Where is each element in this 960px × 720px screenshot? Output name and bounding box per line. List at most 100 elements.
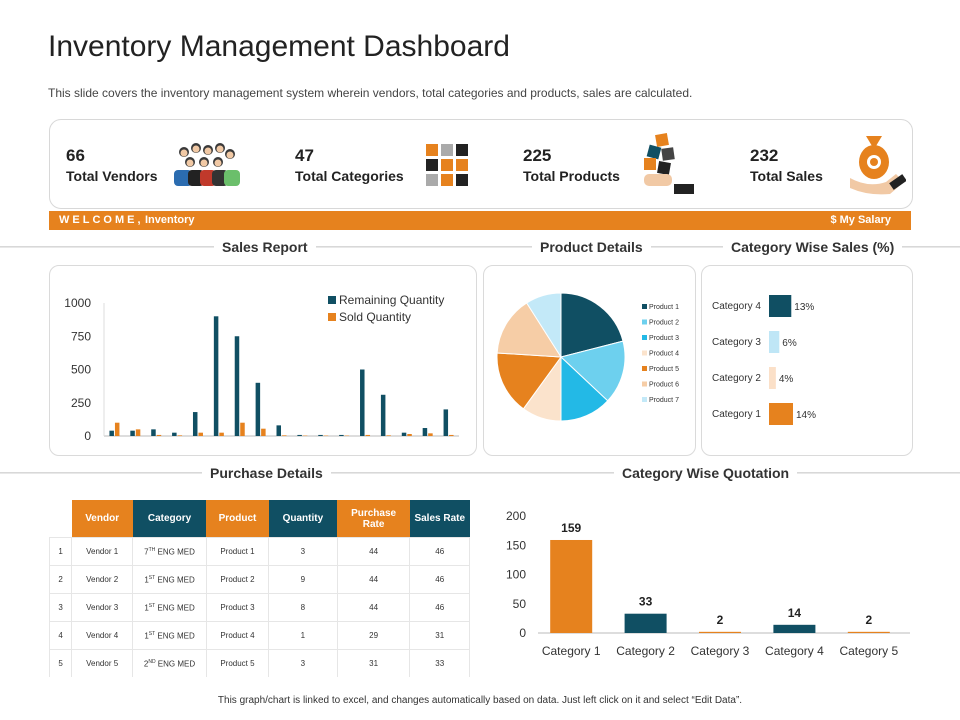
legend-swatch <box>328 313 336 321</box>
cell-purchase-rate: 29 <box>337 621 411 650</box>
cell-purchase-rate: 31 <box>337 649 411 677</box>
legend-label: Product 6 <box>649 382 679 389</box>
quotation-bar <box>847 631 890 633</box>
value-label: 4% <box>779 374 794 385</box>
remaining-quantity-bar <box>255 382 261 436</box>
cell-vendor: Vendor 5 <box>71 649 134 677</box>
cell-purchase-rate: 44 <box>337 537 411 566</box>
sold-quantity-bar <box>114 422 120 436</box>
category-bar <box>769 403 793 425</box>
cell-sales-rate: 46 <box>409 565 470 594</box>
quotation-bar <box>550 539 593 633</box>
kpi-label: Total Categories <box>295 168 404 184</box>
product-details-pie-chart[interactable]: Product 1 Product 2 Product 3 Product 4 Prod… <box>483 265 695 455</box>
category-suffix: TH <box>148 546 156 553</box>
legend-swatch <box>642 335 647 340</box>
pie-slice <box>496 352 562 410</box>
quotation-bar <box>773 624 816 633</box>
kpi-value: 225 <box>523 146 552 165</box>
legend-label: Product 3 <box>649 335 679 342</box>
pie-slice <box>559 340 626 402</box>
cell-vendor: Vendor 2 <box>71 565 134 594</box>
remaining-quantity-bar <box>297 434 302 436</box>
purchase-details-table: Vendor Category Product Quantity Purchas… <box>48 500 470 677</box>
category-label: Category 4 <box>712 301 761 312</box>
data-label: 2 <box>865 613 872 627</box>
category-suffix: ST <box>148 630 156 637</box>
y-tick-label: 1000 <box>64 296 91 310</box>
legend-label: Product 7 <box>649 397 679 404</box>
category-wise-sales-panel <box>701 265 913 456</box>
y-tick-label: 100 <box>506 568 526 582</box>
header-sales-rate: Sales Rate <box>409 500 470 538</box>
remaining-quantity-bar <box>422 428 428 436</box>
kpi-total-vendors: 66 Total Vendors <box>66 146 158 184</box>
category-label: Category 3 <box>712 337 761 348</box>
kpi-total-sales: 232 Total Sales <box>750 146 823 184</box>
remaining-quantity-bar <box>318 434 323 436</box>
category-wise-sales-chart[interactable]: Category 4 13% Category 3 6% Category 2 4% Cat… <box>701 265 912 455</box>
cell-category: 1ST ENG MED <box>132 593 207 622</box>
category-label: Category 1 <box>712 409 761 420</box>
cell-vendor: Vendor 4 <box>71 621 134 650</box>
cell-vendor: Vendor 3 <box>71 593 134 622</box>
legend-swatch <box>642 397 647 402</box>
sales-report-chart[interactable]: 0 250 500 750 1000 Remaining Quantity Sold Qua… <box>49 265 477 455</box>
category-number: 1 <box>144 575 149 585</box>
cell-product: Product 3 <box>206 593 270 622</box>
welcome-bar: WELCOME, Inventory $ My Salary <box>49 211 911 230</box>
cell-quantity: 1 <box>268 621 338 650</box>
cell-product: Product 4 <box>206 621 270 650</box>
salary-link[interactable]: $ My Salary <box>830 214 891 226</box>
category-label: Category 1 <box>542 644 601 658</box>
cell-quantity: 8 <box>268 593 338 622</box>
y-tick-label: 200 <box>506 509 526 523</box>
cell-quantity: 3 <box>268 649 338 677</box>
data-label: 14 <box>788 606 802 620</box>
header-purchase-rate: Purchase Rate <box>337 500 410 538</box>
welcome-greeting: WELCOME, <box>59 214 144 226</box>
cell-product: Product 2 <box>206 565 270 594</box>
category-wise-quotation-chart[interactable]: 0 50 100 150 200 159 Category 1 33 Category 2 2 Ca… <box>492 500 914 670</box>
category-number: 7 <box>144 547 149 557</box>
category-label: Category 5 <box>839 644 898 658</box>
cell-quantity: 3 <box>268 537 338 566</box>
product-details-title: Product Details <box>532 239 651 255</box>
category-wise-sales-title: Category Wise Sales (%) <box>723 239 903 255</box>
header-category: Category <box>132 500 207 538</box>
kpi-card: 66 Total Vendors 47 Total Categories 225… <box>49 119 913 209</box>
sold-quantity-bar <box>219 432 224 436</box>
category-label: Category 2 <box>712 373 761 384</box>
category-medium: ENG MED <box>155 547 195 557</box>
cell-sales-rate: 33 <box>409 649 470 677</box>
cell-product: Product 5 <box>206 649 270 677</box>
category-suffix: ND <box>148 658 156 665</box>
header-quantity: Quantity <box>268 500 338 538</box>
table-row: 5 Vendor 5 2ND ENG MED Product 5 3 31 33 <box>48 649 470 677</box>
cell-category: 1ST ENG MED <box>132 565 207 594</box>
legend-swatch <box>642 381 647 387</box>
category-wise-quotation-title: Category Wise Quotation <box>614 465 798 481</box>
legend-swatch <box>328 296 336 304</box>
y-tick-label: 150 <box>506 538 526 552</box>
remaining-quantity-bar <box>213 316 219 436</box>
cell-sales-rate: 46 <box>409 593 470 622</box>
category-medium: ENG MED <box>155 631 195 641</box>
category-bar <box>769 295 792 317</box>
legend-label: Product 5 <box>649 366 679 373</box>
cell-quantity: 9 <box>268 565 338 594</box>
cell-index: 5 <box>48 649 73 677</box>
sales-report-panel <box>49 265 477 456</box>
category-label: Category 4 <box>765 644 824 658</box>
sales-report-title: Sales Report <box>214 239 316 255</box>
remaining-quantity-bar <box>130 430 135 436</box>
category-suffix: ST <box>148 574 156 581</box>
header-vendor: Vendor <box>71 500 133 538</box>
money-bag-hand-icon <box>850 136 906 195</box>
legend-label: Remaining Quantity <box>339 293 444 307</box>
categories-grid-icon <box>426 144 468 186</box>
cell-purchase-rate: 44 <box>337 593 411 622</box>
pie-slice <box>526 292 562 359</box>
cell-index: 1 <box>48 537 73 566</box>
kpi-label: Total Sales <box>750 168 823 184</box>
